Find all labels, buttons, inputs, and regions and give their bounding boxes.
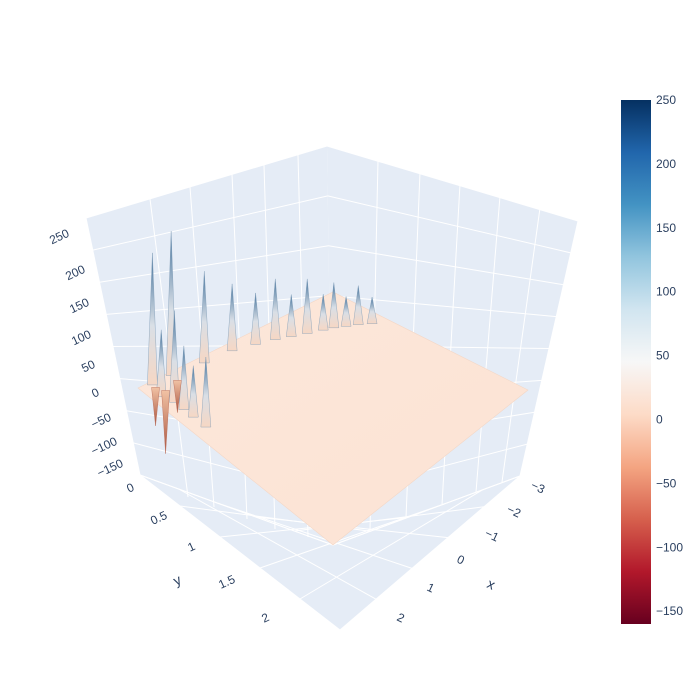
- gridline: [259, 503, 446, 569]
- colorbar-tick-label: 200: [656, 157, 676, 171]
- surface-spike: [169, 310, 180, 403]
- gridline: [92, 195, 328, 251]
- y-tick-label: 1.5: [216, 572, 237, 592]
- x-tick-label: 2: [395, 610, 407, 626]
- x-tick-label: 1: [425, 580, 437, 596]
- colorbar-ticks: 250 200 150 100 50 0 −50 −100 −150: [656, 93, 683, 618]
- surface-spike: [286, 294, 297, 337]
- y-tick-label: 0: [124, 480, 136, 496]
- surface-spike: [226, 283, 238, 352]
- gridline: [327, 195, 571, 254]
- gridline: [99, 245, 329, 283]
- gridline: [475, 195, 501, 493]
- surface-spike: [328, 282, 340, 329]
- gridline: [139, 474, 341, 631]
- y-tick-label: 2: [259, 610, 271, 626]
- surface-spike: [366, 297, 378, 324]
- colorbar-tick-label: 250: [656, 93, 676, 107]
- x-tick-label: 0: [455, 552, 467, 568]
- surface-spikes: [147, 231, 378, 454]
- gridline: [339, 475, 521, 631]
- gridline: [501, 207, 541, 483]
- surface-spike: [178, 345, 190, 410]
- z-tick-label: 50: [79, 357, 97, 375]
- colorbar-gradient: [621, 100, 651, 624]
- gridline: [299, 489, 483, 600]
- surface-spike: [156, 329, 167, 397]
- surface-dip: [161, 390, 170, 454]
- y-axis-title: y: [171, 571, 184, 588]
- colorbar-tick-label: 100: [656, 285, 676, 299]
- colorbar-tick-label: −100: [656, 540, 683, 554]
- gridline: [332, 475, 521, 546]
- surface-spike: [147, 252, 158, 386]
- surface-spike: [317, 294, 329, 331]
- y-tick-label: 1: [185, 539, 197, 555]
- surface-dip: [173, 380, 182, 413]
- z-tick-label: 250: [47, 226, 71, 247]
- y-tick-label: 0.5: [148, 508, 169, 528]
- gridline: [178, 488, 377, 600]
- surface-spike: [250, 292, 261, 345]
- surface-spike: [199, 271, 210, 364]
- z-tick-label: 200: [63, 262, 87, 283]
- gridline: [326, 145, 579, 222]
- colorbar-tick-label: 50: [656, 349, 670, 363]
- colorbar-tick-label: −150: [656, 604, 683, 618]
- scene-walls: [86, 146, 578, 630]
- surface-spike: [188, 365, 199, 418]
- x-tick-label: −2: [505, 502, 524, 521]
- colorbar-tick-label: −50: [656, 476, 677, 490]
- colorbar: 250 200 150 100 50 0 −50 −100 −150: [621, 93, 683, 624]
- z-tick-label: 0: [89, 385, 101, 401]
- z-tick-label: 150: [67, 295, 91, 316]
- x-tick-label: −1: [483, 526, 502, 545]
- z-tick-label: −50: [89, 410, 114, 431]
- z-tick-label: −150: [95, 456, 126, 480]
- surface-spike: [270, 278, 281, 340]
- gridline: [106, 295, 330, 315]
- surface-spike: [200, 356, 212, 428]
- surface-dip: [151, 387, 160, 426]
- colorbar-tick-label: 150: [656, 221, 676, 235]
- gridline: [217, 502, 413, 569]
- gridline: [329, 295, 557, 318]
- z-tick-label: −100: [89, 434, 120, 458]
- gridline: [85, 145, 328, 219]
- surface-spike: [353, 285, 364, 325]
- colorbar-tick-label: 0: [656, 413, 663, 427]
- surface-plane: [137, 291, 529, 546]
- x-tick-label: −3: [529, 478, 548, 497]
- x-axis-title: x: [485, 575, 498, 592]
- gridline: [328, 245, 564, 286]
- surface-spike: [302, 278, 313, 334]
- surface-spike: [340, 296, 352, 327]
- z-tick-label: 100: [69, 327, 93, 348]
